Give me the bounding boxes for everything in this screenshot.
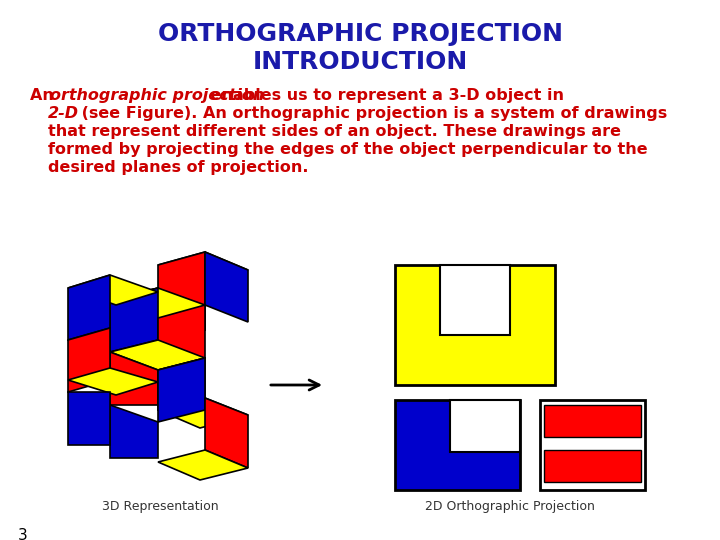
Text: An: An: [30, 88, 60, 103]
Polygon shape: [158, 358, 205, 410]
Polygon shape: [158, 252, 248, 282]
Text: that represent different sides of an object. These drawings are: that represent different sides of an obj…: [48, 124, 621, 139]
Polygon shape: [205, 398, 248, 468]
Polygon shape: [544, 450, 641, 482]
Polygon shape: [158, 358, 205, 422]
Polygon shape: [110, 405, 158, 458]
Polygon shape: [68, 275, 158, 305]
Polygon shape: [440, 265, 510, 335]
Polygon shape: [395, 400, 520, 490]
Polygon shape: [158, 398, 248, 428]
Polygon shape: [110, 340, 205, 370]
Polygon shape: [68, 392, 110, 445]
Polygon shape: [110, 288, 205, 342]
Text: ORTHOGRAPHIC PROJECTION: ORTHOGRAPHIC PROJECTION: [158, 22, 562, 46]
Polygon shape: [158, 252, 205, 318]
Polygon shape: [110, 352, 158, 405]
Polygon shape: [110, 288, 205, 342]
Polygon shape: [540, 400, 645, 490]
Polygon shape: [158, 450, 248, 480]
Polygon shape: [68, 368, 158, 395]
Text: INTRODUCTION: INTRODUCTION: [253, 50, 467, 74]
Polygon shape: [110, 288, 158, 352]
Text: 3: 3: [18, 528, 28, 540]
Polygon shape: [68, 328, 110, 392]
Text: formed by projecting the edges of the object perpendicular to the: formed by projecting the edges of the ob…: [48, 142, 647, 157]
Text: 2-D: 2-D: [48, 106, 79, 121]
Text: desired planes of projection.: desired planes of projection.: [48, 160, 308, 175]
Polygon shape: [450, 400, 520, 452]
Polygon shape: [395, 265, 555, 385]
Polygon shape: [68, 275, 110, 340]
Polygon shape: [544, 405, 641, 437]
Text: enables us to represent a 3-D object in: enables us to represent a 3-D object in: [205, 88, 564, 103]
Text: (see Figure). An orthographic projection is a system of drawings: (see Figure). An orthographic projection…: [76, 106, 667, 121]
Polygon shape: [205, 252, 248, 322]
Polygon shape: [158, 305, 205, 370]
Text: 3D Representation: 3D Representation: [102, 500, 218, 513]
Text: 2D Orthographic Projection: 2D Orthographic Projection: [425, 500, 595, 513]
Text: orthographic projection: orthographic projection: [50, 88, 264, 103]
